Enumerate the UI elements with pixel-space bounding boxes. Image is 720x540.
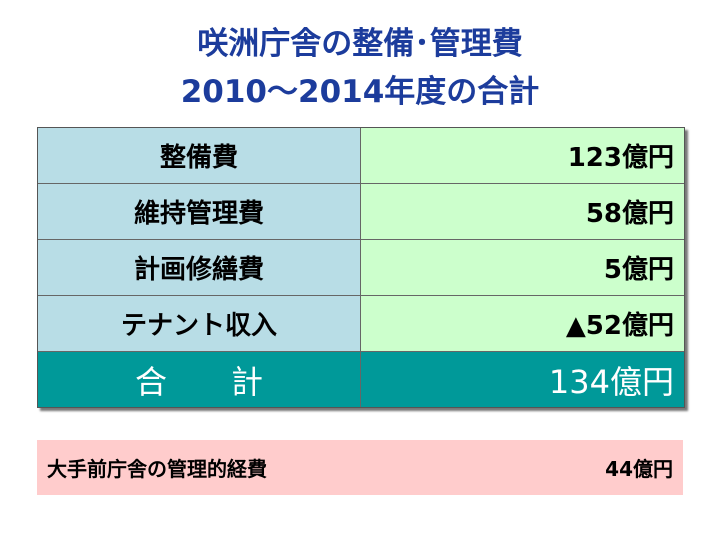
row-label: 計画修繕費 xyxy=(38,240,361,295)
row-value: 5億円 xyxy=(361,240,684,295)
row-value: ▲52億円 xyxy=(361,296,684,351)
table-row: 計画修繕費 5億円 xyxy=(38,240,684,296)
note-label: 大手前庁舎の管理的経費 xyxy=(47,457,267,481)
note-value: 44億円 xyxy=(605,457,673,481)
table-row: テナント収入 ▲52億円 xyxy=(38,296,684,352)
row-value: 58億円 xyxy=(361,184,684,239)
table-row: 整備費 123億円 xyxy=(38,128,684,184)
subtitle: 2010～2014年度の合計 xyxy=(180,74,540,110)
row-label: 整備費 xyxy=(38,128,361,183)
row-label: テナント収入 xyxy=(38,296,361,351)
table-row: 維持管理費 58億円 xyxy=(38,184,684,240)
note-box: 大手前庁舎の管理的経費 44億円 xyxy=(37,440,683,495)
total-value: 134億円 xyxy=(361,352,684,407)
total-row: 合 計 134億円 xyxy=(38,352,684,407)
total-label: 合 計 xyxy=(38,352,361,407)
row-value: 123億円 xyxy=(361,128,684,183)
title: 咲洲庁舎の整備･管理費 xyxy=(197,26,523,62)
row-label: 維持管理費 xyxy=(38,184,361,239)
